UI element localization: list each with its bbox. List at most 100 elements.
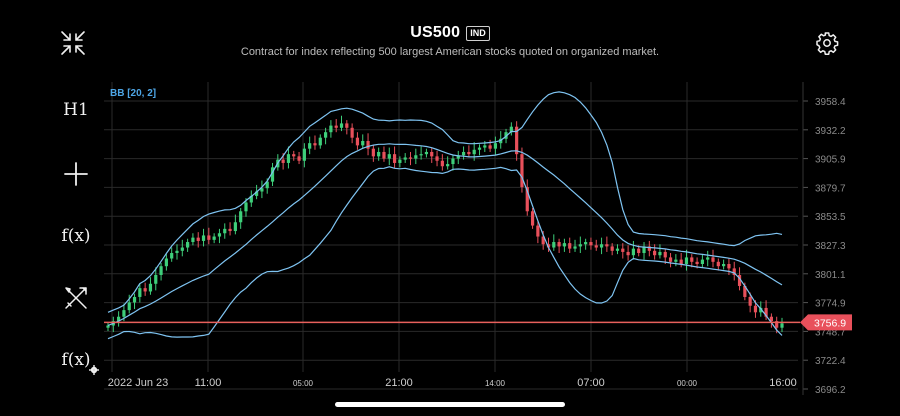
x-tick-label: 16:00 bbox=[769, 377, 797, 389]
candle-up bbox=[599, 244, 604, 248]
candle-down bbox=[568, 243, 572, 249]
candle-up bbox=[302, 148, 306, 161]
y-tick-label: 3958.4 bbox=[815, 97, 846, 108]
crosshair-button[interactable] bbox=[40, 154, 112, 194]
collapse-fullscreen-icon[interactable] bbox=[58, 28, 88, 58]
candle-down bbox=[605, 244, 609, 247]
instrument-description: Contract for index reflecting 500 larges… bbox=[240, 46, 660, 58]
y-tick-label: 3722.4 bbox=[815, 356, 846, 367]
candle-down bbox=[626, 251, 630, 256]
candle-up bbox=[552, 242, 556, 248]
candle-up bbox=[318, 137, 322, 146]
candle-down bbox=[663, 251, 667, 258]
bb-lower-band bbox=[107, 166, 783, 340]
candle-up bbox=[700, 259, 704, 265]
bb-upper-band bbox=[107, 91, 783, 313]
candle-up bbox=[509, 126, 513, 133]
small-gear-icon bbox=[89, 365, 99, 375]
candle-down bbox=[313, 143, 317, 146]
candle-down bbox=[732, 268, 736, 275]
candle-down bbox=[653, 250, 657, 256]
current-price-label: 3756.9 bbox=[800, 314, 852, 331]
settings-gear-icon[interactable] bbox=[812, 28, 842, 58]
candle-up bbox=[122, 310, 126, 317]
candle-down bbox=[520, 154, 524, 188]
y-tick-label: 3905.9 bbox=[815, 155, 846, 166]
candle-down bbox=[366, 140, 370, 149]
candle-down bbox=[430, 151, 434, 157]
candle-down bbox=[297, 156, 301, 161]
candle-up bbox=[170, 253, 174, 259]
candle-up bbox=[244, 202, 248, 212]
candle-up bbox=[706, 257, 710, 260]
candle-up bbox=[239, 211, 243, 223]
candle-up bbox=[191, 237, 195, 243]
y-tick-label: 3879.7 bbox=[815, 183, 846, 194]
candle-down bbox=[668, 257, 673, 262]
x-tick-label: 21:00 bbox=[385, 377, 413, 389]
candle-up bbox=[148, 283, 153, 292]
candle-down bbox=[292, 154, 296, 157]
candle-down bbox=[690, 257, 694, 262]
plus-icon bbox=[64, 162, 88, 186]
timeframe-button[interactable]: H1 bbox=[40, 90, 112, 130]
candle-down bbox=[589, 242, 593, 246]
candle-up bbox=[201, 235, 206, 241]
x-tick-label: 2022 Jun 23 bbox=[108, 377, 169, 389]
candle-up bbox=[329, 125, 333, 133]
drawing-tools-button[interactable] bbox=[40, 278, 112, 318]
candle-down bbox=[764, 307, 768, 317]
candle-up bbox=[615, 248, 620, 251]
home-indicator[interactable] bbox=[335, 402, 565, 407]
y-tick-label: 3827.3 bbox=[815, 241, 846, 252]
y-tick-label: 3801.1 bbox=[815, 270, 846, 281]
candle-up bbox=[339, 123, 344, 128]
indicator-settings-button[interactable]: f(x) bbox=[40, 340, 112, 380]
candle-up bbox=[424, 151, 429, 155]
y-axis: 3958.4 3932.2 3905.9 3879.7 3853.5 3827.3 3801… bbox=[802, 82, 846, 396]
candle-up bbox=[674, 259, 678, 262]
candle-up bbox=[493, 143, 498, 149]
candle-up bbox=[106, 325, 110, 328]
candle-up bbox=[117, 316, 121, 322]
candle-down bbox=[435, 156, 439, 161]
candle-down bbox=[743, 285, 747, 297]
bollinger-bands bbox=[107, 91, 783, 340]
candle-up bbox=[642, 246, 646, 254]
drawing-tools-icon bbox=[65, 287, 87, 309]
candle-down bbox=[621, 248, 625, 252]
candle-up bbox=[164, 258, 168, 267]
candle-down bbox=[753, 305, 758, 313]
candle-down bbox=[647, 246, 651, 251]
candle-up bbox=[186, 242, 190, 248]
candle-down bbox=[541, 236, 545, 245]
x-tick-label: 11:00 bbox=[195, 377, 222, 389]
candle-up bbox=[573, 246, 577, 249]
y-tick-label: 3696.2 bbox=[815, 385, 846, 396]
header: US500 IND Contract for index reflecting … bbox=[0, 0, 900, 80]
x-tick-label: 00:00 bbox=[677, 379, 698, 388]
candle-up bbox=[414, 155, 418, 159]
candle-down bbox=[711, 257, 715, 262]
indicators-button[interactable]: f(x) bbox=[40, 216, 112, 256]
horizontal-grid bbox=[104, 100, 798, 390]
candle-down bbox=[716, 261, 720, 267]
candle-down bbox=[546, 244, 551, 248]
candle-up bbox=[159, 266, 163, 275]
y-tick-label: 3748.7 bbox=[815, 327, 846, 338]
y-tick-label: 3932.2 bbox=[815, 126, 846, 137]
candle-down bbox=[748, 296, 752, 306]
candle-down bbox=[610, 246, 614, 251]
candle-up bbox=[223, 228, 227, 234]
candle-up bbox=[308, 143, 312, 149]
candle-down bbox=[371, 148, 375, 157]
candle-up bbox=[584, 242, 588, 245]
x-tick-label: 07:00 bbox=[577, 377, 605, 389]
candle-up bbox=[286, 154, 291, 163]
candle-up bbox=[631, 248, 636, 256]
candle-down bbox=[769, 316, 773, 322]
candle-up bbox=[270, 167, 275, 182]
candle-up bbox=[233, 222, 237, 232]
